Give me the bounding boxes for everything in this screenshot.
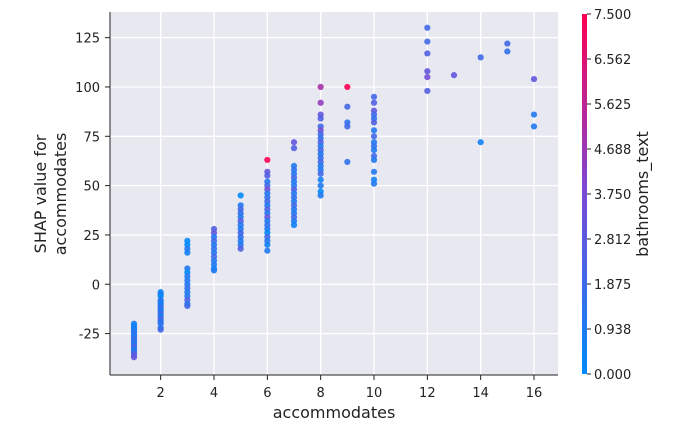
data-point [210, 267, 218, 274]
data-point [290, 145, 298, 152]
data-point [530, 123, 538, 130]
x-axis-ticks: 2 4 6 8 10 12 14 16 [157, 375, 543, 401]
colorbar-tick-label: 0.938 [594, 323, 631, 338]
colorbar-tick-label: 6.562 [594, 53, 631, 68]
colorbar [582, 14, 587, 374]
data-point [317, 176, 324, 183]
x-tick-label: 4 [210, 386, 218, 401]
colorbar-label: bathrooms_text [633, 131, 653, 257]
x-tick-label: 14 [472, 386, 489, 401]
data-point [317, 83, 324, 91]
y-tick-label: -25 [79, 328, 100, 343]
data-point [157, 326, 164, 333]
data-point [184, 249, 191, 256]
y-axis-label-line-1: SHAP value for [31, 134, 50, 253]
colorbar-tick-label: 2.812 [594, 233, 631, 248]
data-point [530, 111, 538, 118]
data-point [450, 72, 458, 79]
data-point [317, 192, 324, 199]
colorbar-ticks: 0.000 0.938 1.875 2.812 3.750 4.688 5.625 6.562… [587, 8, 631, 383]
colorbar-tick-label: 1.875 [594, 278, 631, 293]
data-point [264, 247, 271, 254]
data-point [370, 168, 378, 175]
data-point [317, 99, 324, 106]
x-tick-label: 12 [419, 386, 436, 401]
x-axis-label: accommodates [273, 403, 396, 422]
data-point [370, 127, 378, 134]
data-point [130, 354, 138, 361]
x-tick-label: 16 [526, 386, 543, 401]
x-tick-label: 8 [317, 386, 325, 401]
data-point [477, 54, 484, 61]
x-tick-label: 10 [366, 386, 383, 401]
scatter-points [130, 24, 538, 361]
data-point [424, 74, 431, 81]
y-tick-label: 50 [83, 180, 100, 195]
x-tick-label: 2 [157, 386, 165, 401]
data-point [237, 192, 244, 199]
data-point [370, 93, 378, 100]
data-point [317, 182, 324, 189]
data-point [290, 139, 298, 146]
colorbar-tick-label: 5.625 [594, 98, 631, 113]
y-tick-label: 0 [92, 278, 100, 293]
data-point [424, 38, 431, 45]
data-point [264, 156, 271, 164]
data-point [317, 170, 324, 177]
data-point [424, 24, 431, 31]
colorbar-tick-label: 3.750 [594, 188, 631, 203]
colorbar-tick-label: 4.688 [594, 143, 631, 158]
data-point [264, 241, 271, 248]
data-point [424, 68, 431, 75]
y-tick-label: 75 [83, 130, 100, 145]
x-tick-label: 6 [263, 386, 271, 401]
data-point [317, 115, 324, 122]
data-point [344, 83, 351, 91]
data-point [290, 221, 298, 229]
plot-area [110, 12, 558, 375]
data-point [370, 180, 378, 187]
data-point [264, 172, 271, 179]
data-point [184, 302, 191, 310]
colorbar-tick-label: 0.000 [594, 368, 631, 383]
data-point [477, 139, 484, 146]
data-point [370, 119, 378, 126]
data-point [344, 158, 351, 166]
data-point [344, 103, 351, 110]
data-point [370, 99, 378, 106]
data-point [237, 245, 244, 252]
data-point [344, 123, 351, 130]
y-axis-ticks: -25 0 25 50 75 100 125 [75, 32, 110, 343]
data-point [370, 156, 378, 164]
y-tick-label: 125 [75, 32, 100, 47]
colorbar-tick-label: 7.500 [594, 8, 631, 23]
data-point [370, 146, 378, 154]
data-point [504, 40, 511, 47]
y-tick-label: 100 [75, 81, 100, 96]
y-axis-label-line-2: accommodates [51, 133, 70, 256]
data-point [504, 48, 511, 55]
data-point [424, 87, 431, 95]
data-point [370, 133, 378, 140]
data-point [530, 75, 538, 83]
y-tick-label: 25 [83, 229, 100, 244]
data-point [424, 50, 431, 57]
